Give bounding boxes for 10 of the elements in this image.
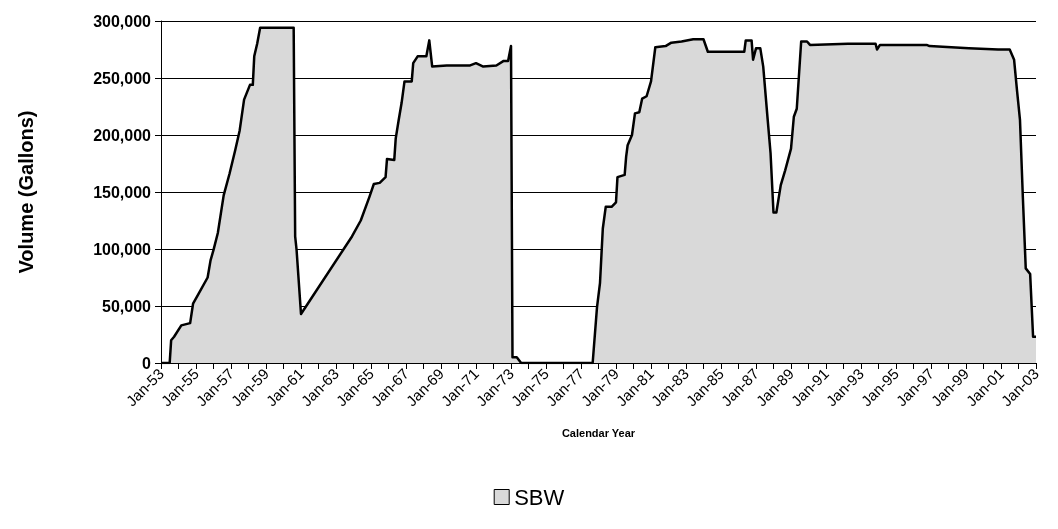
y-tick-label: 0	[142, 354, 152, 372]
y-tick-label: 300,000	[93, 12, 152, 30]
y-tick-label: 50,000	[102, 297, 152, 315]
x-axis-title: Calendar Year	[561, 426, 636, 439]
y-tick-label: 250,000	[93, 69, 152, 87]
y-tick-label: 150,000	[93, 183, 152, 201]
y-tick-label: 100,000	[93, 240, 152, 258]
y-tick-label: 200,000	[93, 126, 152, 144]
y-axis-title: Volume (Gallons)	[15, 110, 37, 274]
legend-label: SBW	[514, 484, 565, 510]
